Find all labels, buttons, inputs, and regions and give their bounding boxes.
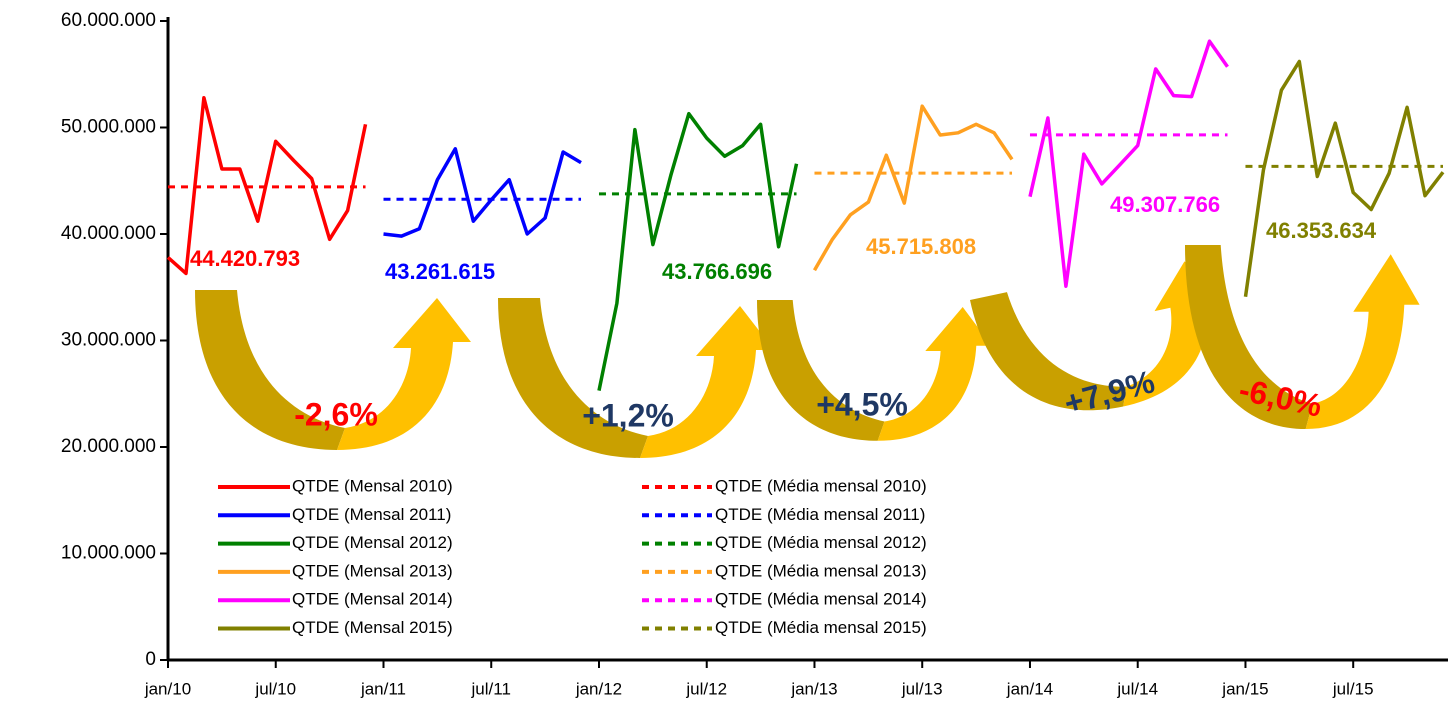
average-label: 46.353.634 (1266, 218, 1377, 243)
x-tick-label: jan/13 (790, 679, 837, 698)
series-line (166, 95, 368, 276)
arrows (195, 245, 1420, 458)
average-label: 49.307.766 (1110, 192, 1220, 217)
legend-label: QTDE (Média mensal 2011) (715, 505, 925, 524)
average-label: 44.420.793 (190, 246, 300, 271)
average-label: 43.261.615 (385, 259, 495, 284)
x-tick-label: jul/12 (685, 679, 727, 698)
legend-label: QTDE (Mensal 2012) (292, 533, 453, 552)
average-label: 43.766.696 (662, 259, 772, 284)
y-tick-label: 60.000.000 (61, 10, 156, 31)
x-tick-label: jan/12 (575, 679, 622, 698)
x-tick-label: jan/15 (1221, 679, 1268, 698)
legend-label: QTDE (Média mensal 2014) (715, 590, 927, 609)
series-line (597, 111, 799, 391)
legend-label: QTDE (Mensal 2011) (292, 505, 451, 524)
annotation: +4,5% (816, 386, 908, 422)
arrow (498, 298, 774, 458)
x-tick-label: jul/14 (1116, 679, 1158, 698)
x-tick-label: jul/10 (254, 679, 296, 698)
average-label: 45.715.808 (866, 234, 976, 259)
legend-label: QTDE (Mensal 2010) (292, 476, 453, 495)
x-tick-label: jul/11 (471, 679, 511, 698)
y-tick-label: 40.000.000 (61, 223, 156, 244)
legend-label: QTDE (Média mensal 2010) (715, 476, 927, 495)
x-tick-label: jan/10 (144, 679, 191, 698)
y-tick-label: 10.000.000 (61, 543, 156, 564)
legend-label: QTDE (Média mensal 2015) (715, 618, 927, 637)
annotation: +1,2% (582, 397, 674, 433)
y-tick-label: 50.000.000 (61, 117, 156, 138)
x-tick-label: jul/15 (1332, 679, 1374, 698)
series-line (812, 104, 1014, 272)
legend-label: QTDE (Mensal 2015) (292, 618, 453, 637)
y-tick-label: 30.000.000 (61, 330, 156, 351)
y-tick-label: 20.000.000 (61, 436, 156, 457)
x-tick-label: jul/13 (901, 679, 943, 698)
legend-label: QTDE (Mensal 2014) (292, 590, 453, 609)
legend-label: QTDE (Mensal 2013) (292, 561, 453, 580)
series-line (383, 147, 582, 238)
x-tick-label: jan/11 (360, 679, 406, 698)
series-line (1243, 59, 1445, 298)
legend-label: QTDE (Média mensal 2013) (715, 561, 927, 580)
series-line (1028, 39, 1229, 288)
annotation: -2,6% (294, 396, 378, 432)
x-tick-label: jan/14 (1006, 679, 1053, 698)
legend-label: QTDE (Média mensal 2012) (715, 533, 927, 552)
y-tick-label: 0 (145, 649, 156, 670)
annotation: +7,9% (1060, 363, 1158, 421)
